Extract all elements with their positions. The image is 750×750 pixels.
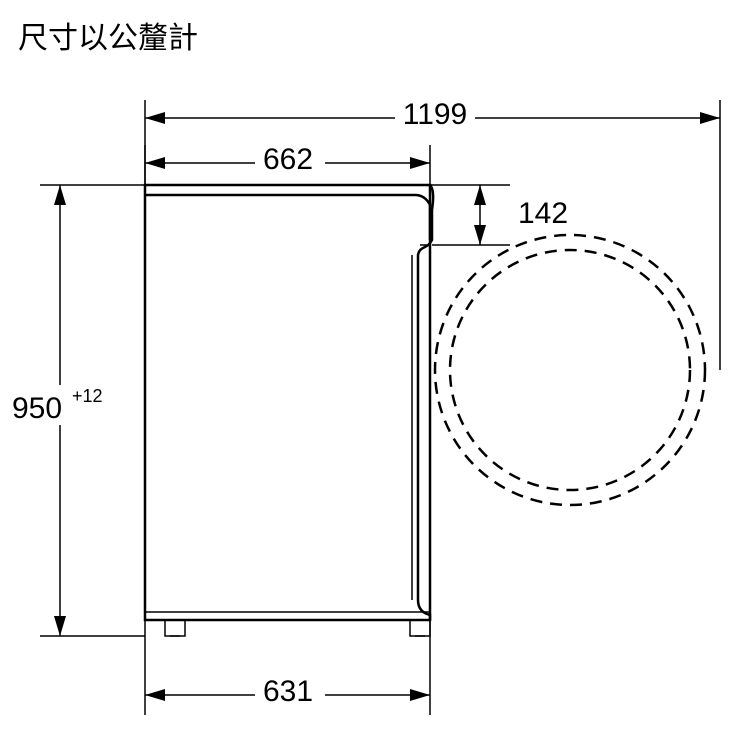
dim-base-width: 631	[145, 620, 430, 715]
dim-depth-value: 662	[263, 143, 313, 176]
dim-overall-width-value: 1199	[403, 98, 468, 131]
dim-base-width-value: 631	[263, 675, 313, 708]
drawing-title: 尺寸以公釐計	[18, 22, 198, 55]
dim-depth: 662	[145, 141, 430, 185]
dim-panel-height-value: 142	[518, 197, 568, 230]
dim-height: 950 +12	[6, 185, 145, 636]
door-swing-circles	[435, 235, 705, 505]
dim-height-tolerance: +12	[72, 386, 103, 406]
dim-height-value: 950	[12, 392, 62, 425]
appliance-side-view	[145, 185, 433, 636]
dim-panel-height: 142	[430, 185, 568, 245]
